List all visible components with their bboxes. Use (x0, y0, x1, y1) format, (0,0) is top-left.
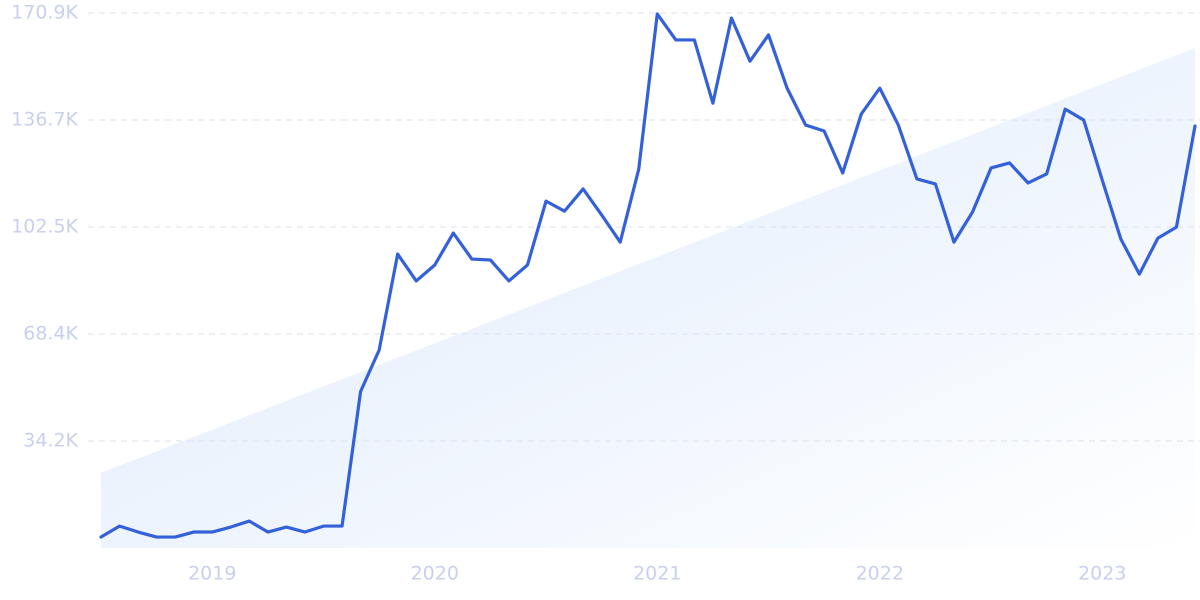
y-tick-label: 136.7K (11, 109, 78, 131)
x-tick-label: 2021 (633, 563, 681, 585)
y-tick-label: 34.2K (23, 430, 78, 452)
trend-line (99, 12, 1197, 539)
x-tick-label: 2023 (1078, 563, 1126, 585)
y-tick-label: 170.9K (11, 2, 78, 24)
y-tick-label: 68.4K (23, 323, 78, 345)
x-tick-label: 2022 (856, 563, 904, 585)
x-tick-label: 2019 (188, 563, 236, 585)
trend-area (101, 48, 1195, 549)
x-tick-label: 2020 (411, 563, 459, 585)
y-tick-label: 102.5K (11, 216, 78, 238)
